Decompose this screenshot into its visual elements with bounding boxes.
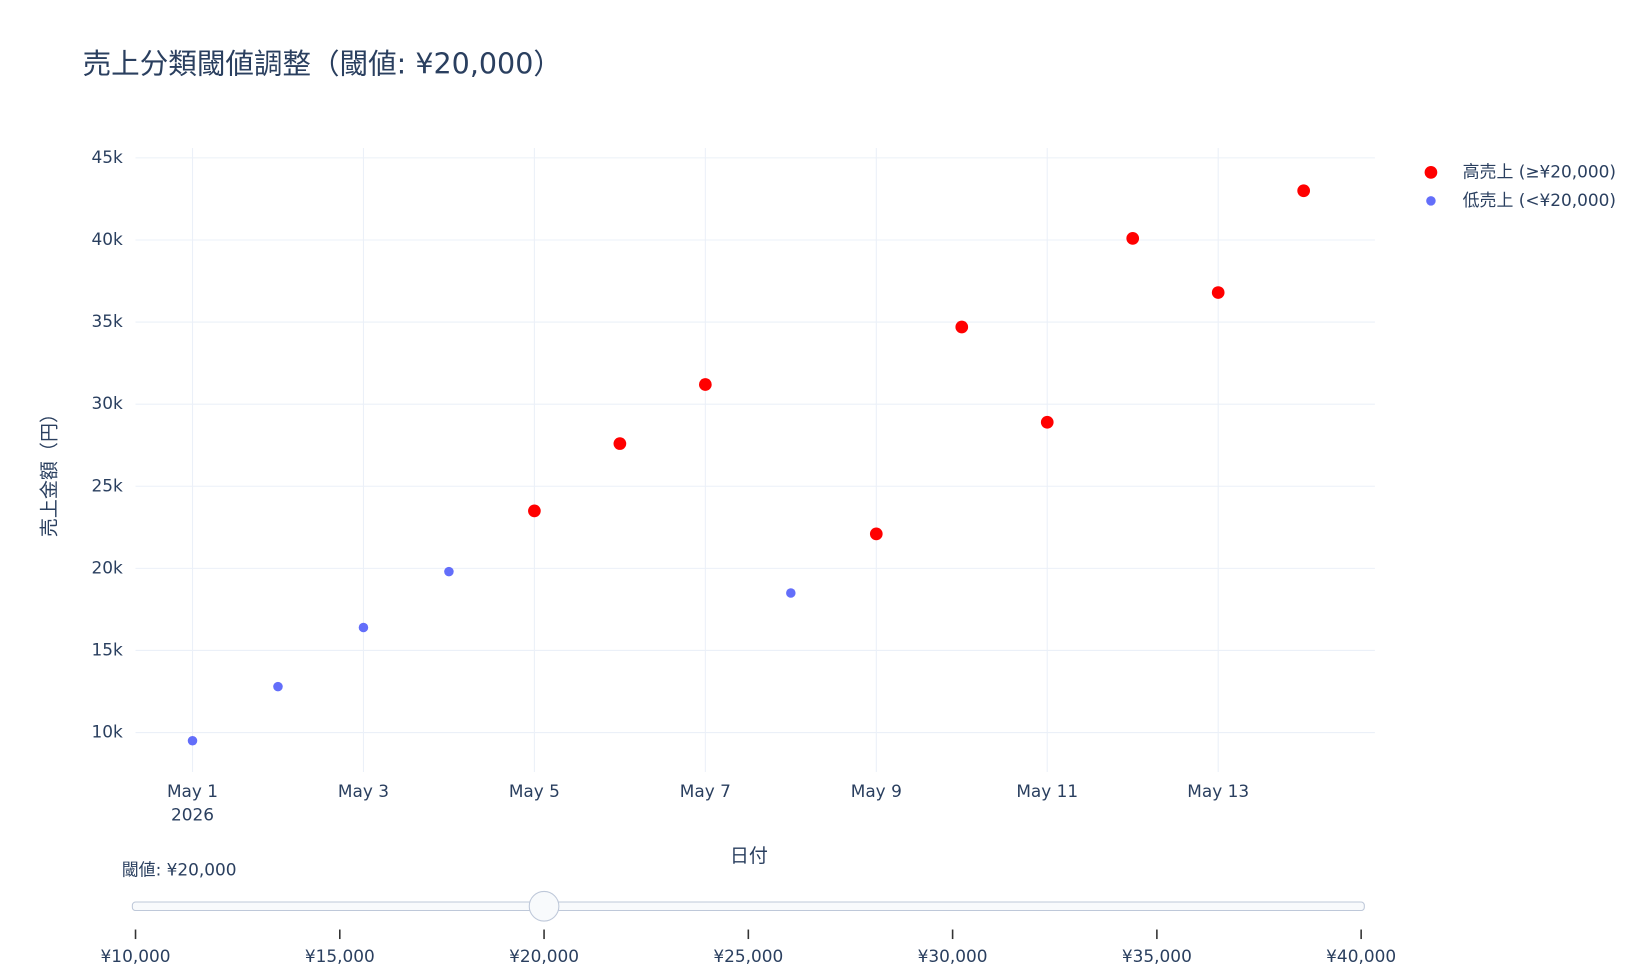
data-point — [1211, 286, 1225, 299]
slider-track[interactable] — [131, 901, 1365, 912]
y-tick-label: 45k — [92, 147, 124, 167]
x-tick-label: May 1 — [167, 781, 218, 801]
data-point — [869, 527, 883, 541]
data-point — [528, 504, 541, 518]
y-tick-label: 30k — [92, 393, 124, 413]
x-tick-label: May 11 — [1016, 781, 1078, 801]
x-tick-label: May 9 — [851, 781, 902, 801]
x-axis-title: 日付 — [730, 845, 768, 867]
data-point — [187, 736, 198, 746]
y-axis-title: 売上金額（円） — [38, 404, 60, 537]
x-tick-label: May 3 — [338, 781, 389, 801]
y-tick-label: 40k — [92, 229, 124, 249]
y-tick-label: 15k — [92, 639, 124, 659]
y-tick-label: 10k — [92, 722, 124, 742]
x-tick-label: May 7 — [680, 781, 731, 801]
x-tick-label: May 13 — [1187, 781, 1249, 801]
data-point — [1040, 415, 1054, 429]
slider-tick-label: ¥10,000 — [101, 946, 171, 966]
data-point — [273, 681, 283, 692]
x-tick-label: May 5 — [509, 781, 560, 801]
data-point — [1126, 232, 1140, 245]
slider-handle[interactable] — [528, 890, 560, 922]
slider-tick-label: ¥40,000 — [1326, 946, 1396, 966]
slider-tick-label: ¥30,000 — [918, 946, 988, 966]
data-point — [699, 378, 712, 391]
slider-current-label: 閾値: ¥20,000 — [122, 859, 237, 879]
data-point — [955, 320, 969, 334]
data-point — [444, 566, 454, 577]
legend-marker — [1424, 166, 1438, 179]
y-tick-label: 35k — [92, 311, 124, 331]
data-point — [1297, 184, 1311, 198]
data-point — [358, 622, 369, 633]
slider-tick-label: ¥15,000 — [305, 946, 375, 966]
slider-tick-label: ¥35,000 — [1122, 946, 1192, 966]
legend-marker — [1426, 196, 1436, 206]
data-point — [613, 437, 627, 450]
data-point — [786, 588, 796, 598]
slider-tick-label: ¥25,000 — [713, 946, 783, 966]
y-tick-label: 25k — [92, 475, 124, 495]
x-year-label: 2026 — [171, 804, 214, 824]
legend-label[interactable]: 高売上 (≥¥20,000) — [1463, 161, 1616, 181]
legend-label[interactable]: 低売上 (<¥20,000) — [1463, 190, 1616, 210]
slider-tick-label: ¥20,000 — [509, 946, 579, 966]
y-tick-label: 20k — [92, 557, 124, 577]
chart-title: 売上分類閾値調整（閾値: ¥20,000） — [83, 47, 562, 81]
